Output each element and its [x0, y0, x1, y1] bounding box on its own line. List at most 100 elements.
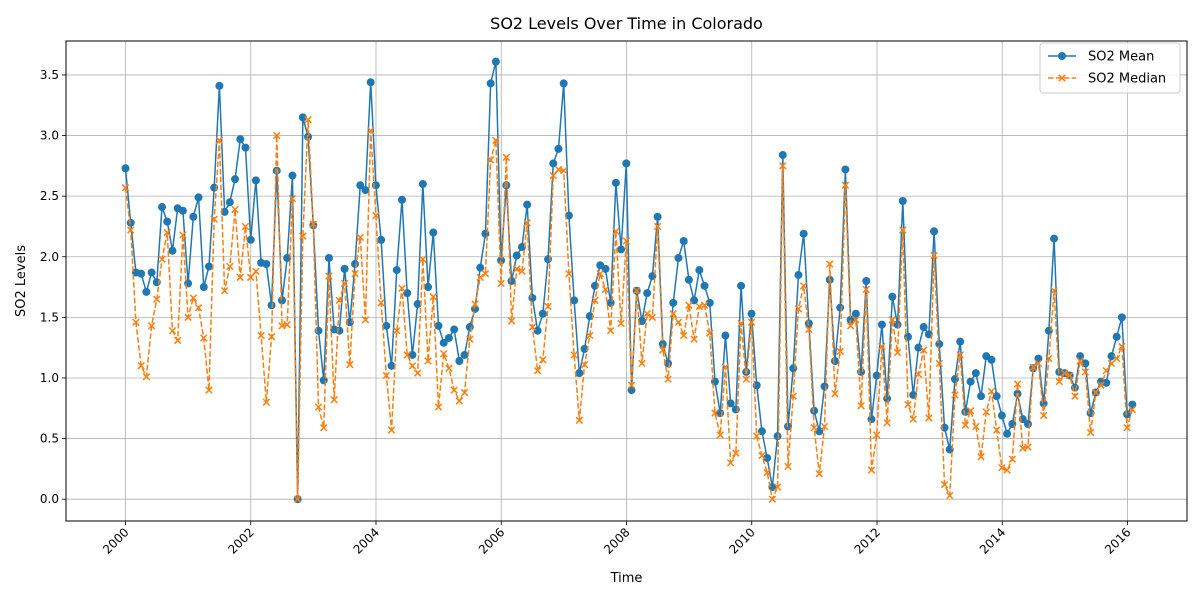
series-line [124, 119, 1134, 500]
data-point [940, 480, 949, 489]
data-point [1081, 368, 1090, 376]
data-point [466, 335, 474, 343]
y-axis-label: SO2 Levels [14, 245, 29, 317]
data-point [841, 165, 850, 174]
data-point [794, 305, 803, 313]
data-point [408, 362, 417, 370]
data-point [805, 325, 813, 334]
data-point [549, 171, 558, 180]
data-point [987, 355, 996, 364]
data-point [554, 144, 563, 153]
data-point [1112, 354, 1121, 363]
data-point [528, 293, 537, 302]
data-point [690, 335, 698, 343]
data-point [189, 212, 198, 221]
data-point [455, 397, 464, 405]
data-point [627, 381, 636, 389]
data-point [919, 323, 928, 332]
data-point [779, 162, 787, 170]
data-point [575, 416, 584, 425]
data-point [606, 326, 615, 335]
data-point [679, 237, 688, 245]
data-point [820, 382, 829, 391]
data-point [810, 406, 819, 415]
data-point [361, 316, 370, 324]
data-point [137, 269, 146, 278]
data-point [226, 262, 234, 271]
data-point [1055, 377, 1064, 386]
data-point [372, 211, 380, 220]
data-point [299, 232, 307, 240]
data-point [346, 360, 354, 369]
data-point [726, 399, 735, 408]
data-point [215, 81, 224, 90]
data-point [987, 387, 996, 396]
data-point [486, 156, 495, 164]
data-point [731, 405, 740, 414]
data-point [392, 266, 401, 275]
data-point [147, 322, 156, 330]
data-point [1065, 371, 1074, 380]
data-point [857, 402, 865, 410]
data-point [888, 292, 897, 301]
data-point [298, 113, 307, 122]
legend-marker [1058, 52, 1066, 60]
y-tick-label: 2.0 [40, 250, 59, 264]
data-point [565, 269, 573, 278]
data-point [225, 198, 234, 207]
data-point [200, 334, 208, 342]
legend-marker [1058, 74, 1066, 82]
data-point [387, 361, 396, 370]
data-point [1008, 455, 1017, 463]
data-point [747, 318, 756, 326]
data-point [356, 181, 365, 190]
data-point [1003, 429, 1012, 438]
data-point [836, 347, 844, 356]
data-point [325, 272, 333, 280]
data-point [778, 150, 787, 159]
data-point [789, 364, 798, 373]
data-point [611, 178, 620, 187]
data-point [382, 321, 391, 330]
data-point [711, 409, 719, 417]
data-point [742, 375, 751, 383]
data-point [361, 186, 370, 195]
data-point [231, 175, 240, 184]
data-point [424, 357, 432, 365]
data-point [1050, 234, 1059, 243]
data-point [705, 298, 714, 307]
data-point [246, 273, 255, 282]
data-point [1128, 405, 1137, 414]
data-point [205, 386, 213, 394]
data-point [674, 253, 683, 262]
data-point [486, 79, 495, 88]
data-point [580, 360, 589, 369]
data-point [460, 350, 469, 359]
data-point [178, 206, 187, 215]
data-point [747, 309, 756, 318]
data-point [872, 371, 881, 380]
data-point [304, 116, 312, 124]
data-point [998, 463, 1006, 472]
data-point [664, 359, 673, 368]
x-axis-label: Time [610, 571, 643, 586]
data-point [236, 273, 244, 282]
data-point [935, 340, 944, 349]
data-point [549, 159, 558, 168]
data-point [831, 389, 839, 398]
chart-title: SO2 Levels Over Time in Colorado [490, 14, 763, 33]
data-point [570, 351, 578, 359]
data-point [1118, 342, 1126, 351]
data-point [930, 251, 938, 260]
data-point [737, 281, 746, 290]
data-point [586, 331, 594, 340]
data-point [366, 126, 375, 135]
data-point [836, 303, 845, 312]
data-point [356, 233, 364, 242]
data-point [617, 319, 625, 328]
data-point [601, 285, 610, 294]
data-point [1045, 354, 1053, 363]
data-point [121, 164, 130, 173]
data-point [914, 370, 923, 379]
